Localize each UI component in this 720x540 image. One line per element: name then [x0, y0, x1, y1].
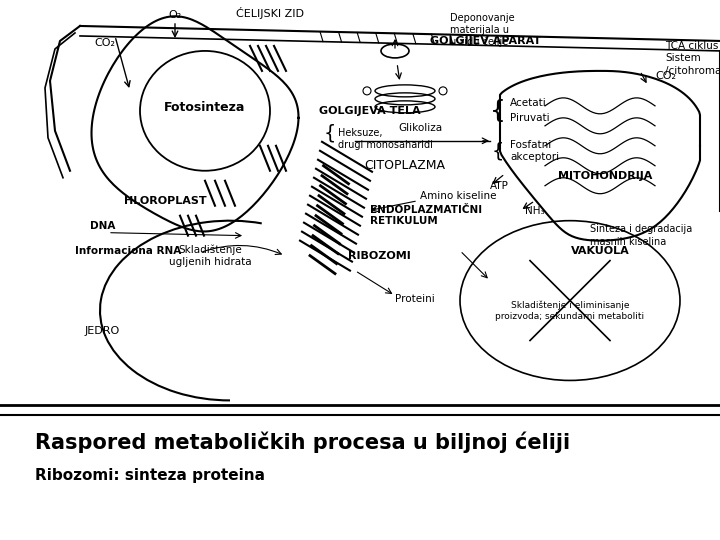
Text: Proteini: Proteini — [395, 294, 435, 303]
Text: VAKUOLA: VAKUOLA — [571, 246, 629, 255]
Text: Sinteza i degradacija
masnih kiselina: Sinteza i degradacija masnih kiselina — [590, 225, 692, 247]
Text: Deponovanje
materijala u
u zidu ćelije: Deponovanje materijala u u zidu ćelije — [450, 13, 515, 47]
Text: DNA: DNA — [90, 221, 115, 231]
Text: Informaciona RNA: Informaciona RNA — [75, 246, 181, 255]
Text: drugi monosaharidi: drugi monosaharidi — [338, 140, 433, 150]
Text: GOLGIJEV APARAT: GOLGIJEV APARAT — [430, 36, 541, 46]
Text: Glikoliza: Glikoliza — [398, 123, 442, 133]
Text: Fosfatni
akceptori: Fosfatni akceptori — [510, 140, 559, 161]
Text: NH₃: NH₃ — [525, 206, 544, 215]
Text: CO₂: CO₂ — [655, 71, 676, 81]
Text: ATP: ATP — [490, 181, 509, 191]
Text: Fotosinteza: Fotosinteza — [164, 102, 246, 114]
Text: Skladištenje
ugljenih hidrata: Skladištenje ugljenih hidrata — [168, 244, 251, 267]
Text: {: { — [324, 123, 336, 143]
Text: GOLGIJEVA TELA: GOLGIJEVA TELA — [319, 106, 420, 116]
Text: TCA ciklus
Sistem
/citohroma: TCA ciklus Sistem /citohroma — [665, 41, 720, 76]
Text: ĆELIJSKI ZID: ĆELIJSKI ZID — [236, 7, 304, 19]
Text: MITOHONDRIJA: MITOHONDRIJA — [558, 171, 652, 181]
Text: Piruvati: Piruvati — [510, 113, 549, 123]
Text: O₂: O₂ — [168, 10, 181, 20]
Text: Amino kiseline: Amino kiseline — [420, 191, 497, 201]
Text: {: { — [490, 99, 506, 123]
Text: CO₂: CO₂ — [94, 38, 115, 48]
Text: RIBOZOMI: RIBOZOMI — [348, 251, 410, 261]
Text: Skladištenje i eliminisanje
proizvoda; sekundarni metaboliti: Skladištenje i eliminisanje proizvoda; s… — [495, 300, 644, 321]
Text: JEDRO: JEDRO — [85, 326, 120, 335]
Text: CITOPLAZMA: CITOPLAZMA — [364, 159, 446, 172]
Text: {: { — [492, 141, 504, 160]
Text: Acetati: Acetati — [510, 98, 546, 108]
Text: Raspored metaboličkih procesa u biljnoj ćeliji: Raspored metaboličkih procesa u biljnoj … — [35, 431, 570, 453]
Text: HLOROPLAST: HLOROPLAST — [124, 195, 207, 206]
Text: ENDOPLAZMATIČNI
RETIKULUM: ENDOPLAZMATIČNI RETIKULUM — [370, 205, 482, 226]
Text: Heksuze,: Heksuze, — [338, 128, 382, 138]
Text: Ribozomi: sinteza proteina: Ribozomi: sinteza proteina — [35, 468, 265, 483]
